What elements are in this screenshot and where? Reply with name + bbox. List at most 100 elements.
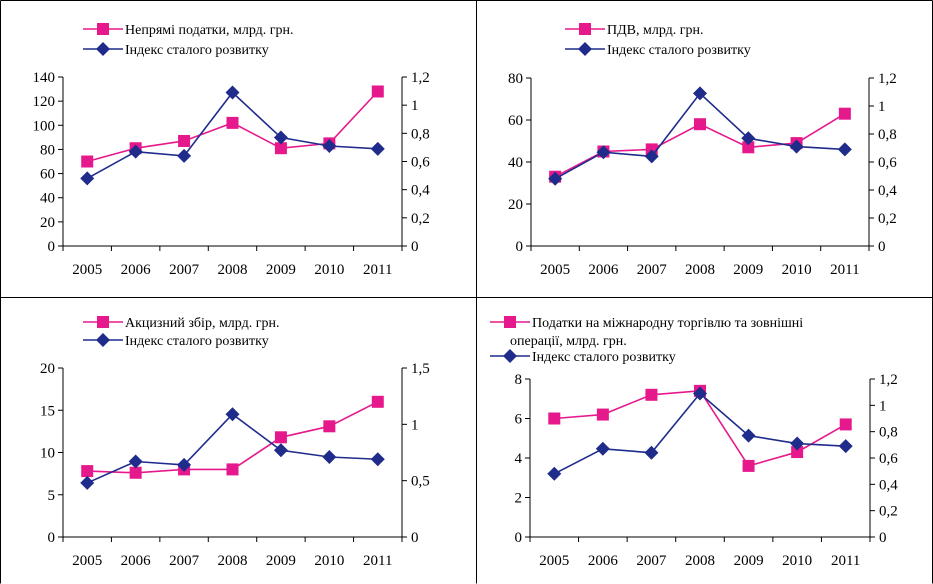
data-point-index: [225, 85, 240, 100]
legend-label: Індекс сталого розвитку: [125, 334, 269, 349]
x-tick-label: 2010: [314, 262, 344, 278]
legend-label: Індекс сталого розвитку: [532, 350, 676, 365]
legend-item: Індекс сталого розвитку: [490, 349, 676, 365]
x-tick-label: 2006: [121, 553, 152, 569]
x-tick-label: 2008: [685, 553, 715, 569]
x-tick-label: 2007: [637, 262, 668, 278]
y-right-tick-label: 0,8: [411, 126, 430, 142]
y-left-tick-label: 140: [33, 70, 56, 86]
x-tick-label: 2010: [782, 262, 812, 278]
legend-label: Індекс сталого розвитку: [607, 43, 751, 58]
legend-label: Непрямі податки, млрд. грн.: [125, 23, 294, 38]
x-tick-label: 2009: [266, 553, 296, 569]
legend-swatch-marker: [97, 316, 109, 328]
y-left-tick-label: 80: [40, 142, 55, 158]
data-point-index: [693, 386, 707, 401]
data-point-tax: [371, 85, 384, 98]
y-left-tick-label: 0: [48, 239, 56, 255]
data-point-index: [273, 130, 288, 145]
x-tick-label: 2007: [636, 553, 667, 569]
data-point-tax: [791, 446, 804, 459]
legend-swatch-marker: [96, 333, 110, 347]
y-right-tick-label: 0,6: [878, 155, 897, 171]
y-left-tick-label: 10: [40, 446, 55, 462]
legend-swatch-marker: [578, 42, 592, 56]
y-left-tick-label: 6: [515, 412, 523, 428]
legend-item: Акцизний збір, млрд. грн.: [83, 316, 279, 331]
y-left-tick-label: 20: [508, 197, 523, 213]
legend-swatch-marker: [579, 23, 591, 35]
y-left-tick-label: 20: [40, 361, 55, 377]
legend-swatch-marker: [96, 42, 110, 56]
data-point-tax: [178, 134, 191, 147]
y-left-tick-label: 2: [515, 491, 523, 507]
data-point-index: [837, 142, 852, 157]
y-right-tick-label: 0,6: [411, 155, 430, 171]
legend-label-line: Податки на міжнародну торгівлю та зовніш…: [532, 316, 803, 331]
data-point-index: [273, 443, 288, 458]
data-point-index: [322, 450, 337, 465]
x-tick-label: 2005: [72, 262, 102, 278]
data-point-index: [596, 145, 611, 160]
data-point-tax: [226, 463, 239, 476]
x-tick-label: 2007: [169, 553, 200, 569]
legend-label-line: операції, млрд. грн.: [510, 334, 627, 349]
y-right-tick-label: 0,2: [879, 504, 898, 520]
data-point-index: [80, 171, 95, 186]
x-tick-label: 2009: [266, 262, 296, 278]
legend-swatch-marker: [503, 349, 517, 363]
legend-label: Акцизний збір, млрд. грн.: [125, 316, 279, 331]
data-point-tax: [323, 420, 336, 433]
x-tick-label: 2009: [733, 262, 763, 278]
y-left-tick-label: 15: [40, 403, 55, 419]
y-right-tick-label: 0,2: [878, 211, 897, 227]
data-point-index: [177, 148, 192, 163]
series-line-index: [553, 392, 846, 475]
data-point-index: [80, 475, 95, 490]
data-point-tax: [274, 142, 287, 155]
y-right-tick-label: 1: [411, 417, 419, 433]
data-point-tax: [742, 141, 755, 154]
x-tick-label: 2006: [588, 553, 619, 569]
data-point-index: [177, 457, 192, 472]
y-left-tick-label: 40: [508, 155, 523, 171]
chart-3: 0 5 10 15 20 0 0,5 1 1,5 2005 2006 2007 2008 2009 2010…: [40, 316, 430, 569]
data-point-tax: [596, 408, 609, 421]
legend-label: Податки на міжнародну торгівлю та зовніш…: [510, 316, 803, 349]
chart-1: 0 20 40 60 80 100 120 140 0 0,2 0,4 0,6 0,8 1 1,2 2005 2…: [33, 23, 430, 278]
x-tick-label: 2005: [540, 262, 570, 278]
y-left-tick-label: 5: [48, 488, 56, 504]
y-right-tick-label: 0: [411, 530, 419, 546]
y-right-tick-label: 0,6: [879, 451, 898, 467]
data-point-tax: [226, 116, 239, 129]
legend-item: ПДВ, млрд. грн.: [565, 23, 704, 38]
legend-swatch-marker: [504, 316, 516, 328]
y-right-tick-label: 0,8: [879, 425, 898, 441]
data-point-index: [128, 454, 143, 469]
x-tick-label: 2005: [539, 553, 569, 569]
legend-item: Індекс сталого розвитку: [83, 333, 269, 349]
data-point-tax: [839, 418, 852, 431]
y-right-tick-label: 1: [411, 98, 419, 114]
data-point-tax: [371, 395, 384, 408]
data-point-tax: [81, 465, 94, 478]
data-point-index: [741, 428, 756, 443]
legend-item: Податки на міжнародну торгівлю та зовніш…: [490, 316, 803, 349]
data-point-index: [693, 86, 707, 101]
y-right-tick-label: 1,5: [411, 361, 430, 377]
chart-4: 0 2 4 6 8 0 0,2 0,4 0,6 0,8 1 1,2 2005 2006 2007 2008 20…: [490, 316, 898, 569]
data-point-index: [644, 149, 659, 164]
y-left-tick-label: 40: [40, 191, 55, 207]
y-right-tick-label: 0,4: [878, 183, 897, 199]
y-right-tick-label: 1,2: [878, 71, 897, 87]
legend-label: Індекс сталого розвитку: [125, 43, 269, 58]
data-point-tax: [742, 459, 755, 472]
chart-2: 0 20 40 60 80 0 0,2 0,4 0,6 0,8 1 1,2 2005 2006 2007 20…: [508, 23, 897, 278]
legend-swatch-marker: [97, 23, 109, 35]
data-point-index: [548, 171, 563, 186]
data-point-index: [595, 441, 610, 456]
x-tick-label: 2006: [588, 262, 619, 278]
data-point-index: [789, 139, 804, 154]
